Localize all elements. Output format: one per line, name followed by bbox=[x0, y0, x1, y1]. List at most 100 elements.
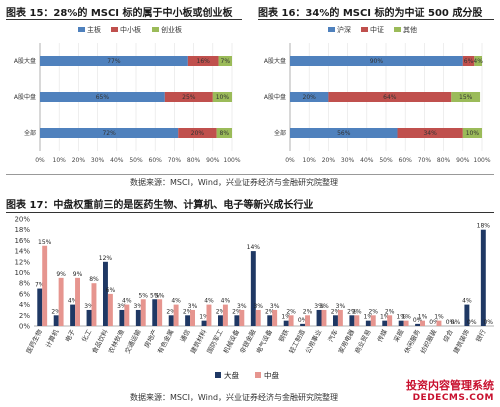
bar-value-label: 7% bbox=[221, 58, 231, 65]
bar-segment bbox=[290, 92, 329, 102]
bar-大盘 bbox=[234, 315, 240, 326]
y-category-label: 全部 bbox=[274, 129, 286, 137]
bar-中盘 bbox=[337, 309, 343, 326]
bar-segment bbox=[218, 56, 232, 66]
bar-中盘 bbox=[420, 320, 425, 326]
x-tick-label: 40% bbox=[360, 157, 374, 164]
bar-value-label: 65% bbox=[96, 94, 110, 101]
bar-中盘 bbox=[305, 315, 310, 326]
bar-value-label: 4% bbox=[68, 298, 78, 305]
bar-value-label: 0% bbox=[446, 319, 456, 326]
y-category-label: 全部 bbox=[24, 129, 36, 137]
bar-value-label: 2% bbox=[331, 308, 341, 315]
bar-中盘 bbox=[255, 309, 261, 326]
bar-value-label: 20% bbox=[191, 130, 205, 137]
bar-segment bbox=[290, 128, 398, 138]
x-category-label: 采掘 bbox=[391, 327, 405, 343]
bar-value-label: 1% bbox=[199, 314, 209, 321]
top-source: 数据来源：MSCI，Wind，兴业证券经济与金融研究院整理 bbox=[130, 178, 339, 187]
bar-segment bbox=[328, 92, 452, 102]
legend-swatch bbox=[328, 27, 335, 32]
bar-value-label: 1% bbox=[281, 314, 291, 321]
bar-value-label: 5% bbox=[150, 292, 160, 299]
bar-大盘 bbox=[464, 304, 470, 326]
bar-value-label: 64% bbox=[383, 94, 397, 101]
bar-segment bbox=[216, 128, 232, 138]
bar-大盘 bbox=[218, 315, 223, 326]
bar-value-label: 2% bbox=[232, 308, 242, 315]
bar-中盘 bbox=[239, 309, 245, 326]
bar-segment bbox=[40, 92, 165, 102]
fig15-title: 图表 15：28%的 MSCI 标的属于中小板或创业板 bbox=[6, 8, 233, 19]
bar-value-label: 0% bbox=[483, 319, 493, 326]
bar-segment bbox=[178, 128, 217, 138]
bar-value-label: 56% bbox=[337, 130, 351, 137]
bar-大盘 bbox=[398, 320, 404, 326]
bar-大盘 bbox=[168, 315, 174, 326]
bar-value-label: 15% bbox=[38, 239, 52, 246]
bar-segment bbox=[187, 56, 219, 66]
bar-大盘 bbox=[283, 320, 289, 326]
bar-大盘 bbox=[365, 320, 371, 326]
bar-segment bbox=[451, 92, 481, 102]
bar-value-label: 2% bbox=[347, 308, 357, 315]
bar-value-label: 1% bbox=[401, 314, 411, 321]
y-tick-label: 16% bbox=[14, 237, 30, 245]
legend-label: 创业板 bbox=[161, 25, 182, 34]
bar-value-label: 2% bbox=[216, 308, 226, 315]
bar-value-label: 18% bbox=[477, 223, 491, 230]
bar-中盘 bbox=[354, 315, 360, 326]
y-tick-label: 6% bbox=[19, 290, 30, 298]
bar-中盘 bbox=[321, 309, 327, 326]
x-tick-label: 90% bbox=[456, 157, 470, 164]
bar-value-label: 25% bbox=[182, 94, 196, 101]
bar-大盘 bbox=[201, 320, 207, 326]
legend-swatch bbox=[152, 27, 159, 32]
fig16-title-rule bbox=[258, 19, 494, 20]
bar-segment bbox=[290, 56, 463, 66]
bar-中盘 bbox=[124, 304, 130, 326]
bar-中盘 bbox=[58, 277, 64, 326]
watermark-line1: 投资内容管理系统 bbox=[406, 379, 494, 392]
x-category-label: 电子 bbox=[63, 327, 77, 343]
bar-value-label: 4% bbox=[122, 298, 132, 305]
bar-大盘 bbox=[152, 299, 158, 326]
x-tick-label: 20% bbox=[72, 157, 86, 164]
bar-大盘 bbox=[119, 309, 125, 326]
x-tick-label: 100% bbox=[223, 157, 240, 164]
bar-value-label: 3% bbox=[134, 303, 144, 310]
legend-label: 主板 bbox=[87, 25, 101, 34]
y-tick-label: 12% bbox=[14, 258, 30, 266]
bar-value-label: 3% bbox=[253, 303, 263, 310]
bar-value-label: 16% bbox=[197, 58, 211, 65]
bar-中盘 bbox=[157, 299, 163, 326]
bar-中盘 bbox=[140, 299, 146, 326]
bar-segment bbox=[164, 92, 213, 102]
bar-大盘 bbox=[300, 323, 306, 326]
bar-value-label: 2% bbox=[303, 308, 313, 315]
bar-大盘 bbox=[103, 261, 108, 326]
bar-value-label: 3% bbox=[270, 303, 280, 310]
x-tick-label: 80% bbox=[187, 157, 201, 164]
bar-value-label: 6% bbox=[106, 287, 116, 294]
x-category-label: 钢铁 bbox=[276, 327, 290, 343]
bar-value-label: 5% bbox=[155, 292, 165, 299]
bar-value-label: 90% bbox=[370, 58, 384, 65]
bar-value-label: 4% bbox=[221, 298, 231, 305]
bar-value-label: 14% bbox=[247, 244, 261, 251]
bar-value-label: 2% bbox=[51, 308, 61, 315]
bar-value-label: 0% bbox=[298, 317, 308, 324]
bar-value-label: 72% bbox=[102, 130, 116, 137]
bar-segment bbox=[212, 92, 232, 102]
bar-value-label: 0% bbox=[467, 319, 477, 326]
bar-value-label: 4% bbox=[171, 298, 181, 305]
legend-swatch bbox=[394, 27, 401, 32]
fig17-chart: 0%2%4%6%8%10%12%14%16%18%20%7%15%医药生物2%9… bbox=[14, 216, 494, 380]
bar-大盘 bbox=[480, 229, 486, 326]
y-tick-label: 4% bbox=[19, 301, 30, 309]
bar-大盘 bbox=[53, 315, 59, 326]
bar-segment bbox=[40, 128, 179, 138]
y-tick-label: 18% bbox=[14, 226, 30, 234]
legend-label: 中盘 bbox=[264, 370, 279, 380]
bar-大盘 bbox=[333, 315, 338, 326]
